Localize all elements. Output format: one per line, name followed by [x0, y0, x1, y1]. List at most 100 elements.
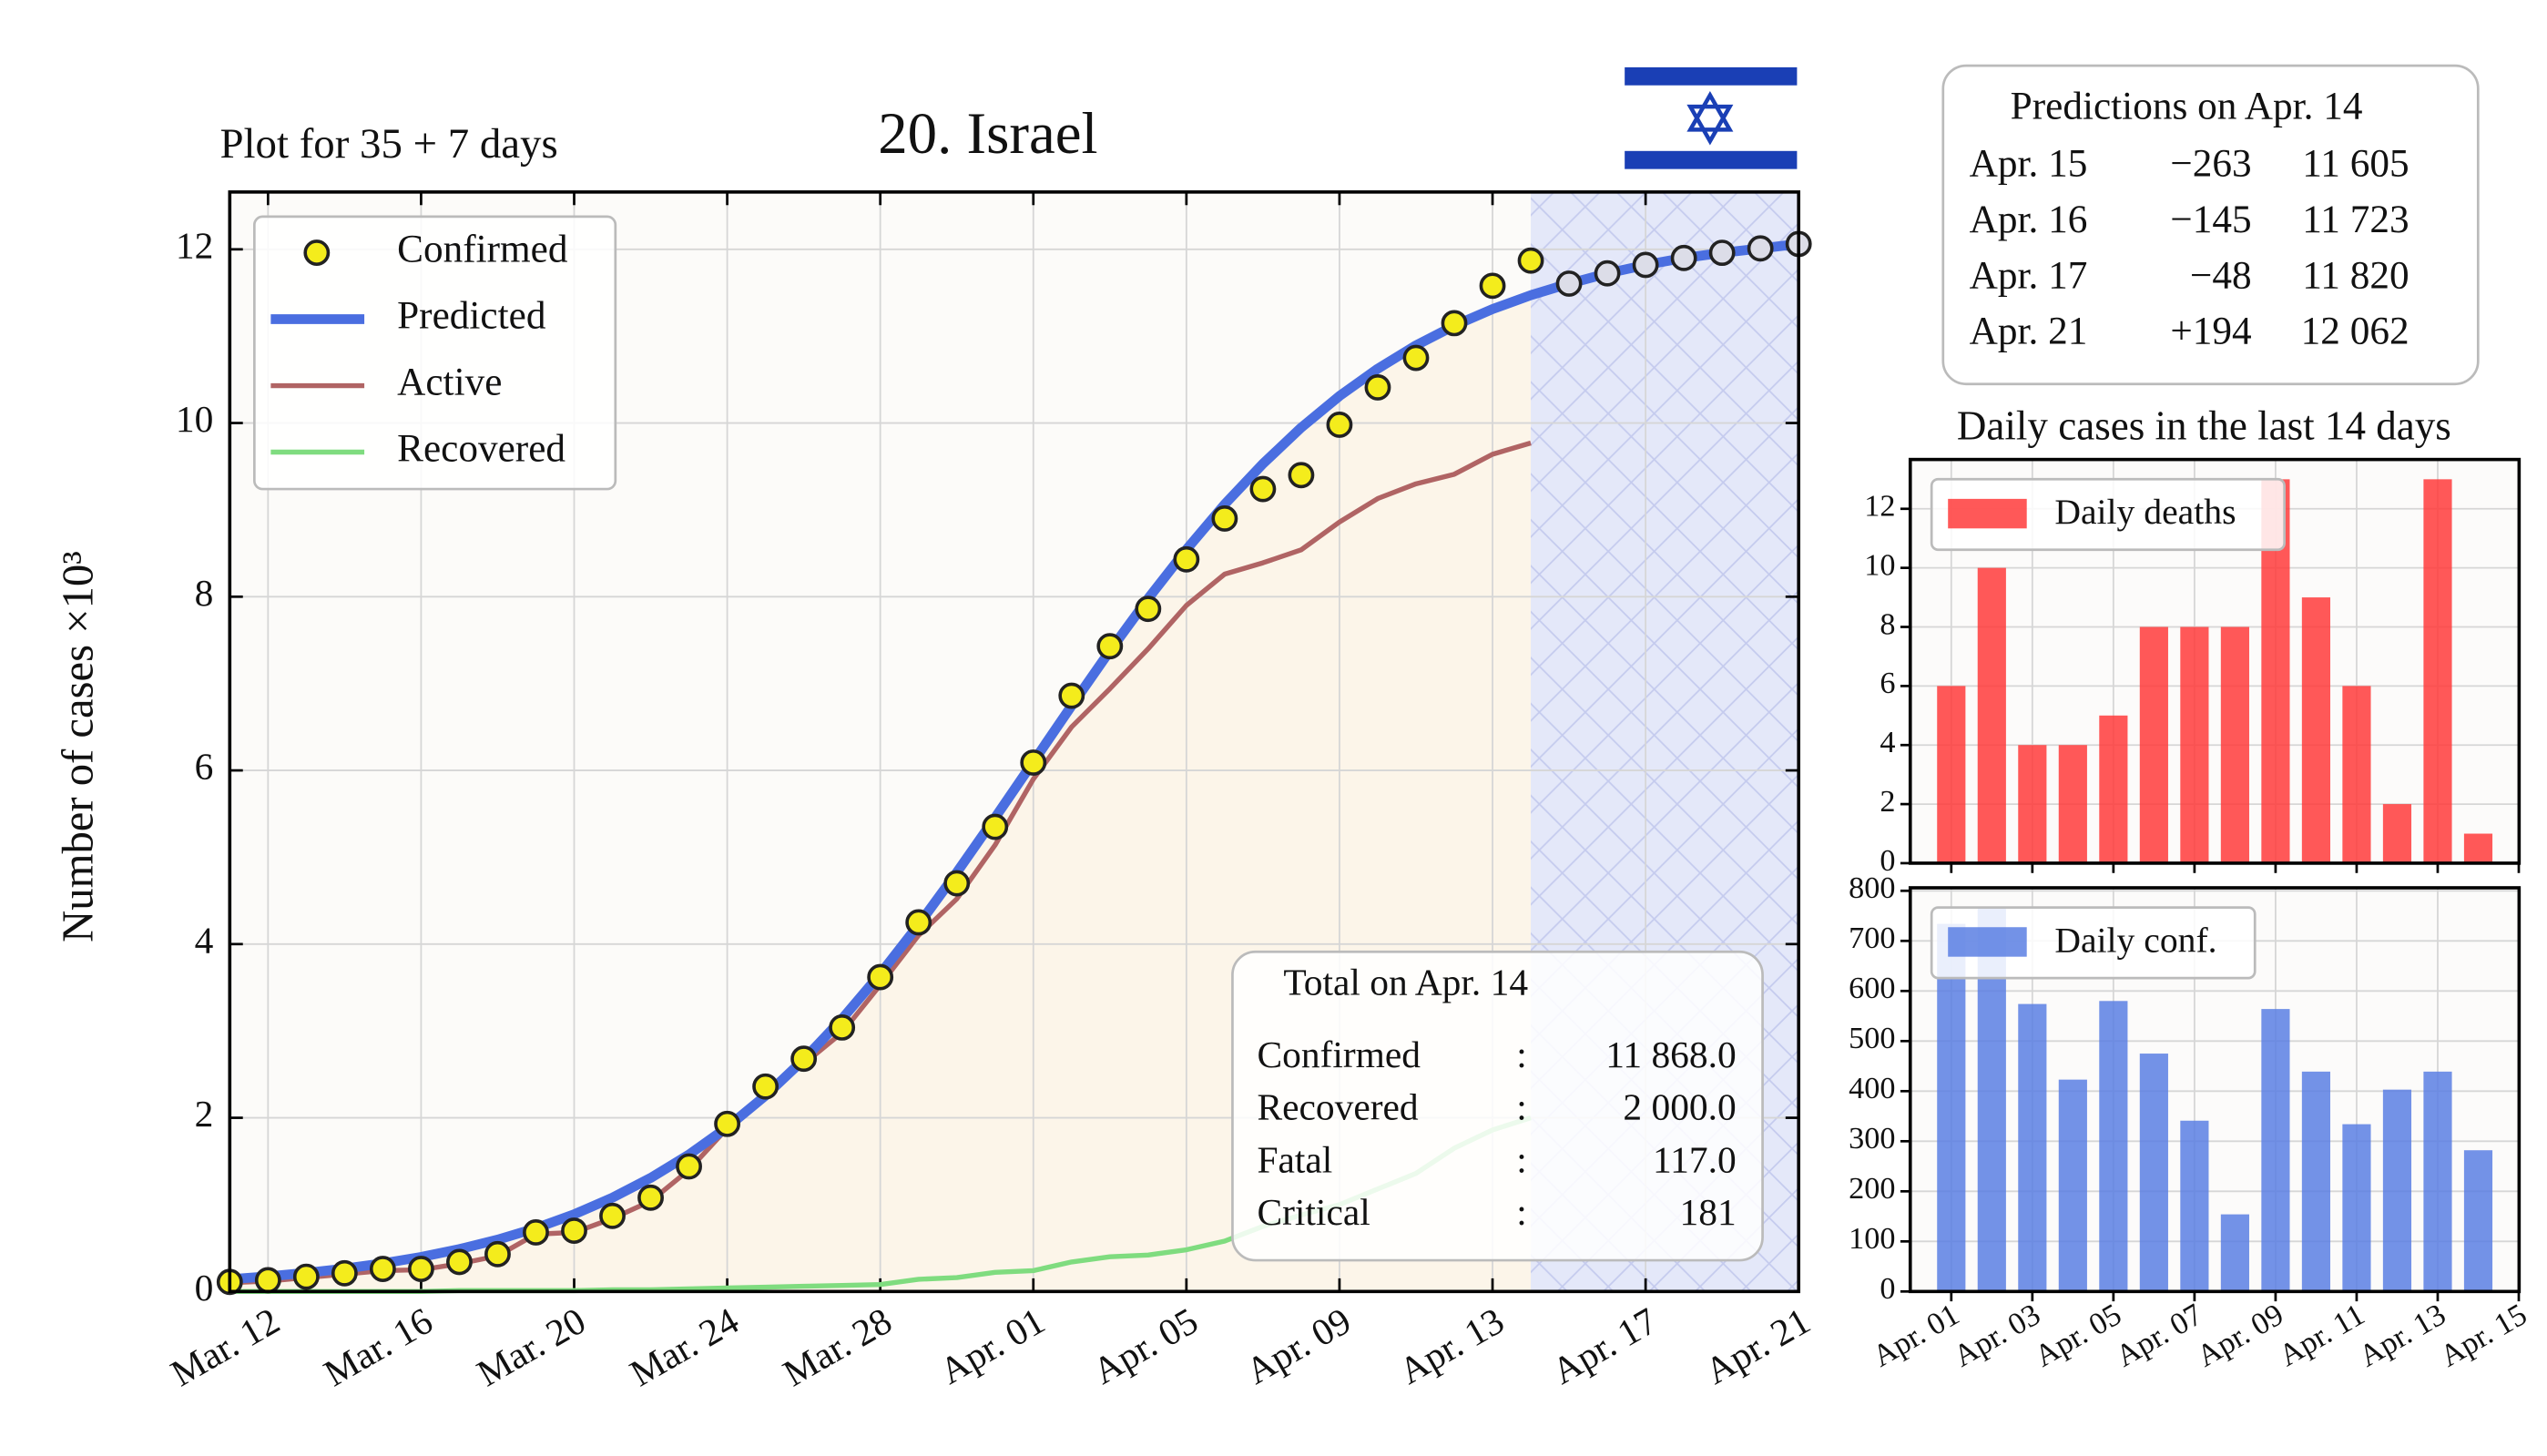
y-tick-label: 10 — [1864, 547, 1895, 582]
totals-value: 117.0 — [1653, 1138, 1737, 1180]
flag-stripe — [1625, 150, 1798, 169]
x-tick-label: Apr. 09 — [1238, 1299, 1358, 1392]
x-tick-label: Apr. 07 — [2110, 1297, 2208, 1373]
prediction-change: −263 — [2170, 142, 2251, 186]
confirmed-point — [1058, 682, 1085, 709]
totals-frame — [1231, 950, 1764, 1262]
prediction-date: Apr. 16 — [1970, 198, 2088, 241]
x-tick-label: Apr. 05 — [1085, 1299, 1205, 1392]
y-tick-label: 12 — [176, 224, 213, 266]
x-tick-label: Mar. 16 — [317, 1299, 440, 1394]
totals-label: Critical — [1257, 1191, 1370, 1233]
totals-label: Fatal — [1257, 1138, 1332, 1180]
flag — [1625, 66, 1798, 169]
confirmed-point — [905, 909, 932, 936]
totals-label: Recovered — [1257, 1086, 1418, 1128]
y-tick-label: 10 — [176, 398, 213, 440]
confirmed-point — [1020, 749, 1047, 776]
chart-title: 20. Israel — [878, 101, 1097, 167]
y-tick-label: 6 — [195, 746, 214, 788]
totals-value: 11 868.0 — [1605, 1033, 1736, 1075]
y-tick-label: 2 — [1880, 784, 1895, 819]
bar — [2261, 1009, 2290, 1292]
legend-label: Daily conf. — [2054, 920, 2216, 960]
bar — [2058, 1079, 2087, 1292]
confirmed-point — [1173, 545, 1200, 573]
plot-frame — [1908, 457, 2522, 865]
bar — [1937, 686, 1966, 863]
bar — [2463, 1150, 2493, 1292]
prediction-total: 11 723 — [2302, 198, 2409, 241]
confirmed-point — [676, 1153, 702, 1180]
bar — [2382, 1089, 2412, 1292]
x-tick-label: Apr. 21 — [1698, 1299, 1818, 1392]
x-tick-label: Apr. 01 — [1867, 1297, 1965, 1373]
main-chart: 0 2 4 6 8 10 12 Mar. 12 Mar. 16 Mar. 20 Mar. 24 Mar… — [164, 190, 1818, 1394]
bar — [2301, 1071, 2331, 1292]
x-tick-label: Mar. 24 — [623, 1299, 746, 1394]
legend-box — [1930, 477, 2287, 552]
bar — [2099, 715, 2128, 863]
forecast-point — [1670, 244, 1697, 271]
legend-label: Active — [397, 360, 502, 403]
y-tick-label: 2 — [195, 1093, 214, 1135]
confirmed-point — [829, 1013, 856, 1041]
y-tick-label: 12 — [1864, 489, 1895, 524]
predictions-title: Predictions on Apr. 14 — [2011, 85, 2363, 128]
legend-swatch — [1948, 927, 2027, 957]
bar — [2382, 804, 2412, 863]
totals-box: Total on Apr. 14 Confirmed: 11 868.0 Recove… — [1231, 950, 1764, 1262]
plot-frame — [228, 190, 1801, 1294]
confirmed-point — [1402, 344, 1430, 372]
bar — [2139, 626, 2168, 863]
bar — [2018, 1003, 2047, 1292]
confirmed-point — [1479, 272, 1506, 300]
prediction-change: −48 — [2190, 253, 2252, 297]
legend-swatch — [1948, 498, 2027, 529]
bar — [2180, 626, 2209, 863]
y-tick-label: 4 — [195, 919, 214, 961]
confirmed-point — [867, 963, 894, 991]
bar — [1977, 567, 2006, 863]
prediction-date: Apr. 15 — [1970, 142, 2088, 186]
bar — [2180, 1120, 2209, 1292]
confirmed-point — [1211, 505, 1238, 532]
confirmed-point — [982, 813, 1009, 840]
prediction-date: Apr. 17 — [1970, 253, 2088, 297]
legend-label: Daily deaths — [2054, 492, 2236, 532]
x-tick-label: Apr. 09 — [2191, 1297, 2289, 1373]
y-tick-label: 6 — [1880, 666, 1895, 700]
totals-value: 2 000.0 — [1623, 1086, 1736, 1128]
subtitle: Plot for 35 + 7 days — [219, 120, 557, 168]
fit-area — [229, 295, 1532, 1292]
x-tick-label: Apr. 05 — [2029, 1297, 2127, 1373]
y-tick-label: 800 — [1849, 871, 1895, 905]
forecast-point — [1555, 270, 1583, 297]
totals-title: Total on Apr. 14 — [1283, 962, 1528, 1003]
bar — [2423, 479, 2452, 863]
y-tick-label: 300 — [1849, 1121, 1895, 1156]
confirmed-point — [714, 1110, 741, 1137]
forecast-point — [1594, 260, 1621, 287]
y-tick-label: 600 — [1849, 971, 1895, 1005]
bar — [2099, 1001, 2128, 1292]
legend-box — [1930, 906, 2257, 980]
confirmed-point — [752, 1073, 779, 1100]
confirmed-point — [331, 1259, 358, 1287]
prediction-change: +194 — [2170, 310, 2251, 353]
confirmed-point — [1517, 247, 1544, 274]
confirmed-point — [292, 1263, 320, 1290]
bar — [2220, 1214, 2249, 1292]
totals-colon: : — [1516, 1033, 1527, 1075]
x-tick-label: Apr. 01 — [932, 1299, 1052, 1392]
prediction-total: 11 605 — [2302, 142, 2409, 186]
confirmed-point — [943, 870, 971, 897]
confirmed-point — [1135, 596, 1162, 623]
legend-label: Confirmed — [397, 227, 568, 270]
predictions-box: Predictions on Apr. 14 Apr. 15 −263 11 605… — [1941, 64, 2480, 386]
subplot-title: Daily cases in the last 14 days — [1957, 403, 2451, 449]
y-tick-label: 100 — [1849, 1221, 1895, 1256]
prediction-date: Apr. 21 — [1970, 310, 2088, 353]
y-tick-label: 0 — [1880, 843, 1895, 878]
